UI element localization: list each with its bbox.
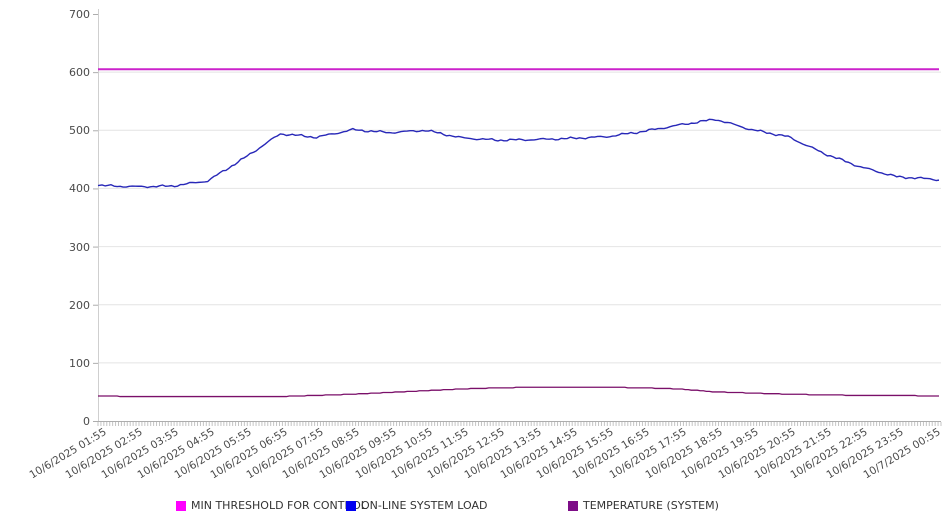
- legend-swatch-blue: [346, 500, 356, 511]
- legend: MIN THRESHOLD FOR CONTROL ON-LINE SYSTEM…: [0, 499, 946, 515]
- y-tick-label: 600: [69, 66, 90, 80]
- legend-swatch-magenta: [176, 500, 186, 511]
- y-tick-label: 0: [83, 415, 90, 428]
- legend-item-min-threshold: MIN THRESHOLD FOR CONTROL: [176, 499, 367, 512]
- legend-item-temperature: TEMPERATURE (SYSTEM): [568, 499, 719, 512]
- y-tick-label: 100: [69, 356, 90, 370]
- y-tick-label: 700: [69, 8, 90, 21]
- legend-label: ON-LINE SYSTEM LOAD: [361, 499, 488, 512]
- y-tick-label: 500: [69, 124, 90, 138]
- legend-swatch-purple: [568, 500, 578, 511]
- y-tick-label: 400: [69, 182, 90, 196]
- y-tick-label: 300: [69, 240, 90, 254]
- legend-label: MIN THRESHOLD FOR CONTROL: [191, 499, 367, 512]
- legend-label: TEMPERATURE (SYSTEM): [583, 499, 719, 512]
- legend-item-system-load: ON-LINE SYSTEM LOAD: [346, 499, 487, 512]
- y-tick-label: 200: [69, 298, 90, 312]
